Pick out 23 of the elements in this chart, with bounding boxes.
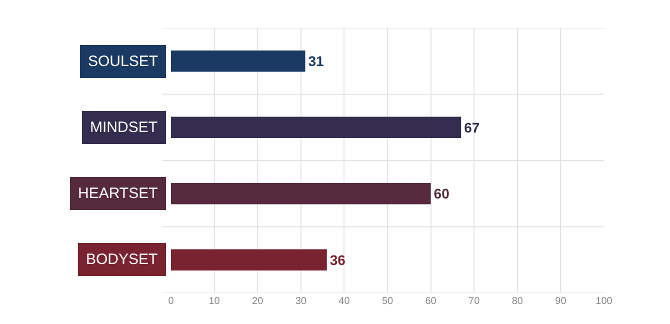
x-tick-label: 60 bbox=[425, 296, 437, 307]
x-tick-label: 10 bbox=[208, 296, 220, 307]
x-tick-label: 80 bbox=[512, 296, 524, 307]
bar bbox=[171, 50, 306, 72]
bar bbox=[171, 183, 431, 204]
data-label: 60 bbox=[434, 186, 450, 202]
y-tick-label: MINDSET bbox=[90, 119, 158, 136]
x-tick-label: 50 bbox=[382, 296, 394, 307]
data-label: 36 bbox=[330, 252, 346, 268]
data-label: 67 bbox=[464, 119, 480, 136]
y-tick-label: HEARTSET bbox=[78, 185, 158, 202]
x-tick-label: 70 bbox=[468, 296, 480, 307]
x-tick-label: 0 bbox=[168, 296, 174, 307]
x-tick-label: 40 bbox=[338, 296, 350, 307]
x-tick-label: 20 bbox=[252, 296, 264, 307]
y-tick-label: BODYSET bbox=[86, 251, 158, 268]
y-tick-label: SOULSET bbox=[88, 53, 158, 70]
x-tick-label: 30 bbox=[295, 296, 307, 307]
bar bbox=[171, 249, 327, 270]
x-tick-label: 100 bbox=[596, 296, 613, 307]
data-label: 31 bbox=[308, 53, 324, 70]
bar bbox=[171, 116, 462, 138]
x-tick-label: 90 bbox=[555, 296, 567, 307]
